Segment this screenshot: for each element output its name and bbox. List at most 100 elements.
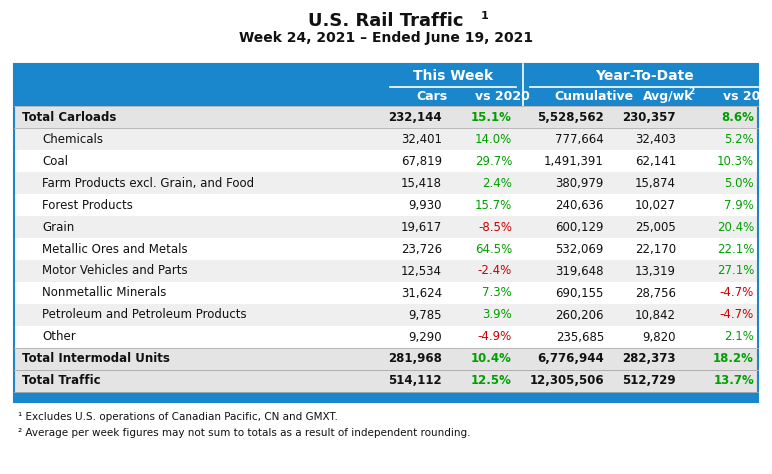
Text: 1,491,391: 1,491,391 [544, 155, 604, 167]
Bar [14, 326, 758, 348]
Text: 12,534: 12,534 [401, 264, 442, 277]
Text: 23,726: 23,726 [401, 243, 442, 255]
Text: 9,820: 9,820 [642, 330, 676, 344]
Bar [14, 87, 758, 106]
Text: 319,648: 319,648 [556, 264, 604, 277]
Text: 260,206: 260,206 [556, 309, 604, 321]
Text: Forest Products: Forest Products [42, 199, 133, 211]
Text: 20.4%: 20.4% [716, 220, 754, 234]
Text: Year-To-Date: Year-To-Date [594, 69, 693, 82]
Text: 10.3%: 10.3% [717, 155, 754, 167]
Text: 532,069: 532,069 [556, 243, 604, 255]
Text: 281,968: 281,968 [388, 353, 442, 365]
Text: 235,685: 235,685 [556, 330, 604, 344]
Bar [14, 64, 758, 402]
Bar [14, 238, 758, 260]
Text: 9,290: 9,290 [408, 330, 442, 344]
Text: 67,819: 67,819 [401, 155, 442, 167]
Bar [14, 150, 758, 172]
Text: 32,403: 32,403 [635, 133, 676, 146]
Text: Motor Vehicles and Parts: Motor Vehicles and Parts [42, 264, 188, 277]
Text: vs 2020: vs 2020 [723, 90, 772, 103]
Bar [14, 348, 758, 370]
Text: 15,874: 15,874 [635, 176, 676, 190]
Text: 777,664: 777,664 [555, 133, 604, 146]
Text: Cars: Cars [416, 90, 448, 103]
Text: 10.4%: 10.4% [471, 353, 512, 365]
Text: Coal: Coal [42, 155, 68, 167]
Text: 15,418: 15,418 [401, 176, 442, 190]
Text: 512,729: 512,729 [622, 374, 676, 388]
Text: Total Carloads: Total Carloads [22, 110, 117, 124]
Text: Total Intermodal Units: Total Intermodal Units [22, 353, 170, 365]
Text: 240,636: 240,636 [556, 199, 604, 211]
Text: U.S. Rail Traffic: U.S. Rail Traffic [308, 12, 464, 30]
Text: 27.1%: 27.1% [716, 264, 754, 277]
Text: 25,005: 25,005 [635, 220, 676, 234]
Text: 22,170: 22,170 [635, 243, 676, 255]
Text: 2.1%: 2.1% [724, 330, 754, 344]
Text: 12.5%: 12.5% [471, 374, 512, 388]
Bar [14, 392, 758, 402]
Text: 13,319: 13,319 [635, 264, 676, 277]
Bar [14, 106, 758, 128]
Text: Petroleum and Petroleum Products: Petroleum and Petroleum Products [42, 309, 246, 321]
Bar [14, 260, 758, 282]
Bar [14, 370, 758, 392]
Text: 31,624: 31,624 [401, 286, 442, 300]
Text: 690,155: 690,155 [556, 286, 604, 300]
Text: 15.7%: 15.7% [475, 199, 512, 211]
Text: 5,528,562: 5,528,562 [537, 110, 604, 124]
Text: -8.5%: -8.5% [478, 220, 512, 234]
Text: 12,305,506: 12,305,506 [530, 374, 604, 388]
Text: 13.7%: 13.7% [713, 374, 754, 388]
Text: 14.0%: 14.0% [475, 133, 512, 146]
Text: ² Average per week figures may not sum to totals as a result of independent roun: ² Average per week figures may not sum t… [18, 428, 470, 438]
Text: 10,027: 10,027 [635, 199, 676, 211]
Bar [14, 194, 758, 216]
Text: -2.4%: -2.4% [478, 264, 512, 277]
Text: Metallic Ores and Metals: Metallic Ores and Metals [42, 243, 188, 255]
Text: 5.2%: 5.2% [724, 133, 754, 146]
Text: Nonmetallic Minerals: Nonmetallic Minerals [42, 286, 167, 300]
Text: vs 2020: vs 2020 [475, 90, 530, 103]
Text: 2: 2 [688, 87, 694, 96]
Text: 380,979: 380,979 [556, 176, 604, 190]
Bar [14, 128, 758, 150]
Text: 9,785: 9,785 [408, 309, 442, 321]
Text: 32,401: 32,401 [401, 133, 442, 146]
Text: 6,776,944: 6,776,944 [537, 353, 604, 365]
Text: -4.7%: -4.7% [720, 286, 754, 300]
Text: 9,930: 9,930 [408, 199, 442, 211]
Text: 62,141: 62,141 [635, 155, 676, 167]
Text: Farm Products excl. Grain, and Food: Farm Products excl. Grain, and Food [42, 176, 254, 190]
Text: 282,373: 282,373 [622, 353, 676, 365]
Bar [14, 216, 758, 238]
Text: 3.9%: 3.9% [482, 309, 512, 321]
Text: Chemicals: Chemicals [42, 133, 103, 146]
Text: 15.1%: 15.1% [471, 110, 512, 124]
Text: 28,756: 28,756 [635, 286, 676, 300]
Bar [14, 64, 758, 87]
Text: 600,129: 600,129 [556, 220, 604, 234]
Text: Avg/wk: Avg/wk [643, 90, 693, 103]
Text: 8.6%: 8.6% [721, 110, 754, 124]
Text: 514,112: 514,112 [388, 374, 442, 388]
Text: 1: 1 [481, 11, 489, 21]
Text: Week 24, 2021 – Ended June 19, 2021: Week 24, 2021 – Ended June 19, 2021 [239, 31, 533, 45]
Text: 22.1%: 22.1% [716, 243, 754, 255]
Text: 18.2%: 18.2% [713, 353, 754, 365]
Text: 7.9%: 7.9% [724, 199, 754, 211]
Text: 29.7%: 29.7% [475, 155, 512, 167]
Text: ¹ Excludes U.S. operations of Canadian Pacific, CN and GMXT.: ¹ Excludes U.S. operations of Canadian P… [18, 412, 338, 422]
Text: -4.7%: -4.7% [720, 309, 754, 321]
Bar [14, 304, 758, 326]
Text: 7.3%: 7.3% [482, 286, 512, 300]
Text: 19,617: 19,617 [401, 220, 442, 234]
Text: -4.9%: -4.9% [478, 330, 512, 344]
Text: This Week: This Week [413, 69, 493, 82]
Text: Cumulative: Cumulative [554, 90, 634, 103]
Text: 5.0%: 5.0% [724, 176, 754, 190]
Bar [14, 282, 758, 304]
Text: Other: Other [42, 330, 76, 344]
